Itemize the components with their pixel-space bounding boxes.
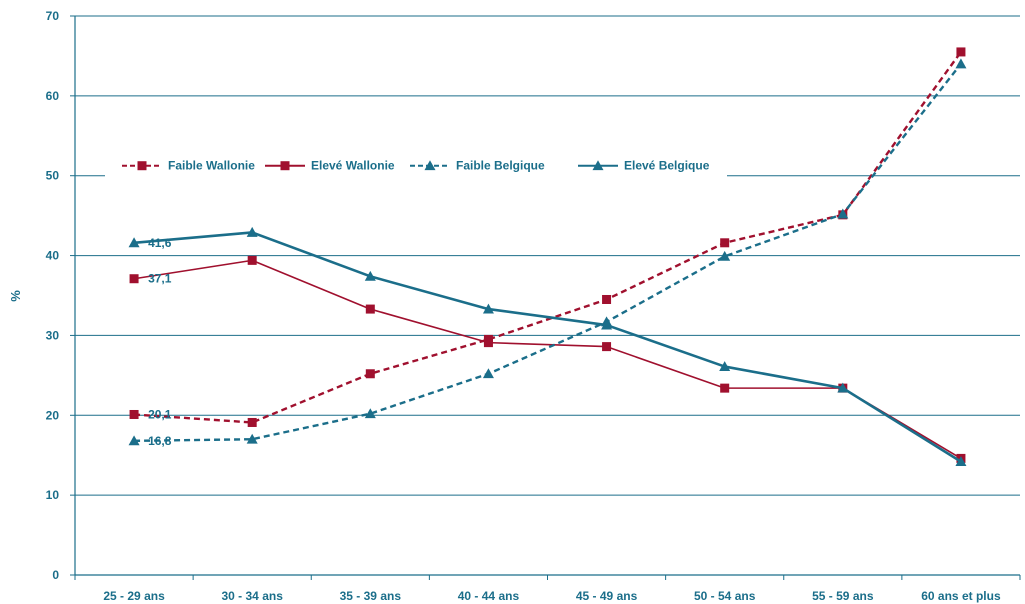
data-point-triangle (246, 433, 258, 444)
legend-item: Faible Belgique (410, 159, 545, 173)
x-tick-label: 60 ans et plus (921, 589, 1001, 603)
legend-item: Elevé Belgique (578, 159, 710, 173)
data-point-square (956, 47, 966, 57)
data-point-triangle (364, 270, 376, 281)
x-tick-label: 45 - 49 ans (576, 589, 638, 603)
legend-label: Faible Wallonie (168, 159, 255, 173)
x-tick-label: 25 - 29 ans (103, 589, 165, 603)
series-faible-belgique (128, 58, 967, 446)
series-elev-wallonie (129, 255, 966, 463)
y-tick-label: 50 (46, 169, 60, 183)
data-point-square (129, 274, 139, 284)
data-point-triangle (837, 382, 849, 393)
series-elev-belgique (128, 226, 967, 467)
x-tick-label: 30 - 34 ans (222, 589, 284, 603)
x-tick-label: 40 - 44 ans (458, 589, 520, 603)
legend-item: Faible Wallonie (122, 159, 255, 173)
data-label: 37,1 (148, 272, 172, 286)
legend-item: Elevé Wallonie (265, 159, 395, 173)
y-tick-label: 70 (46, 9, 60, 23)
y-tick-label: 30 (46, 328, 60, 342)
data-point-triangle (246, 226, 258, 237)
y-tick-label: 10 (46, 488, 60, 502)
legend-label: Elevé Wallonie (311, 159, 395, 173)
data-labels: 20,1 37,1 16,8 41,6 (148, 236, 172, 448)
data-point-triangle (719, 250, 731, 261)
series-lines (128, 47, 967, 467)
x-tick-label: 35 - 39 ans (340, 589, 402, 603)
x-tick-label: 50 - 54 ans (694, 589, 756, 603)
data-label: 16,8 (148, 434, 172, 448)
data-point-square (247, 417, 257, 427)
data-point-square (365, 369, 375, 379)
data-point-triangle (128, 237, 140, 248)
data-point-triangle (128, 435, 140, 446)
y-tick-label: 40 (46, 249, 60, 263)
data-point-triangle (601, 319, 613, 330)
data-label: 20,1 (148, 407, 172, 421)
data-point-square (602, 342, 612, 352)
legend: Faible Wallonie Elevé Wallonie Faible Belg… (122, 159, 710, 173)
data-point-square (280, 161, 290, 171)
y-tick-label: 60 (46, 89, 60, 103)
data-label: 41,6 (148, 236, 172, 250)
data-point-square (365, 304, 375, 314)
data-point-triangle (364, 408, 376, 419)
series-line (133, 231, 962, 463)
data-point-square (247, 255, 257, 265)
series-faible-wallonie (129, 47, 966, 427)
data-point-triangle (424, 160, 436, 171)
x-tick-labels: 25 - 29 ans 30 - 34 ans 35 - 39 ans 40 - 44… (103, 589, 1001, 603)
data-point-triangle (955, 58, 967, 69)
series-line (134, 63, 962, 443)
data-point-square (137, 161, 147, 171)
series-line (133, 259, 962, 460)
data-point-triangle (482, 368, 494, 379)
series-line (133, 51, 962, 424)
data-point-square (129, 409, 139, 419)
y-axis-label: % (8, 290, 23, 302)
data-point-triangle (482, 303, 494, 314)
data-point-square (602, 294, 612, 304)
y-tick-labels: 0 10 20 30 40 50 60 70 (46, 9, 60, 582)
legend-label: Faible Belgique (456, 159, 545, 173)
data-point-triangle (719, 361, 731, 371)
data-point-square (720, 383, 730, 393)
data-point-triangle (592, 160, 604, 171)
data-point-square (720, 238, 730, 248)
legend-label: Elevé Belgique (624, 159, 710, 173)
data-point-square (483, 338, 493, 348)
data-point-triangle (955, 456, 967, 467)
y-tick-label: 0 (52, 568, 59, 582)
y-tick-label: 20 (46, 408, 60, 422)
gridlines (75, 15, 1020, 496)
x-tick-label: 55 - 59 ans (812, 589, 874, 603)
data-point-triangle (837, 208, 849, 219)
axes (70, 15, 1021, 580)
